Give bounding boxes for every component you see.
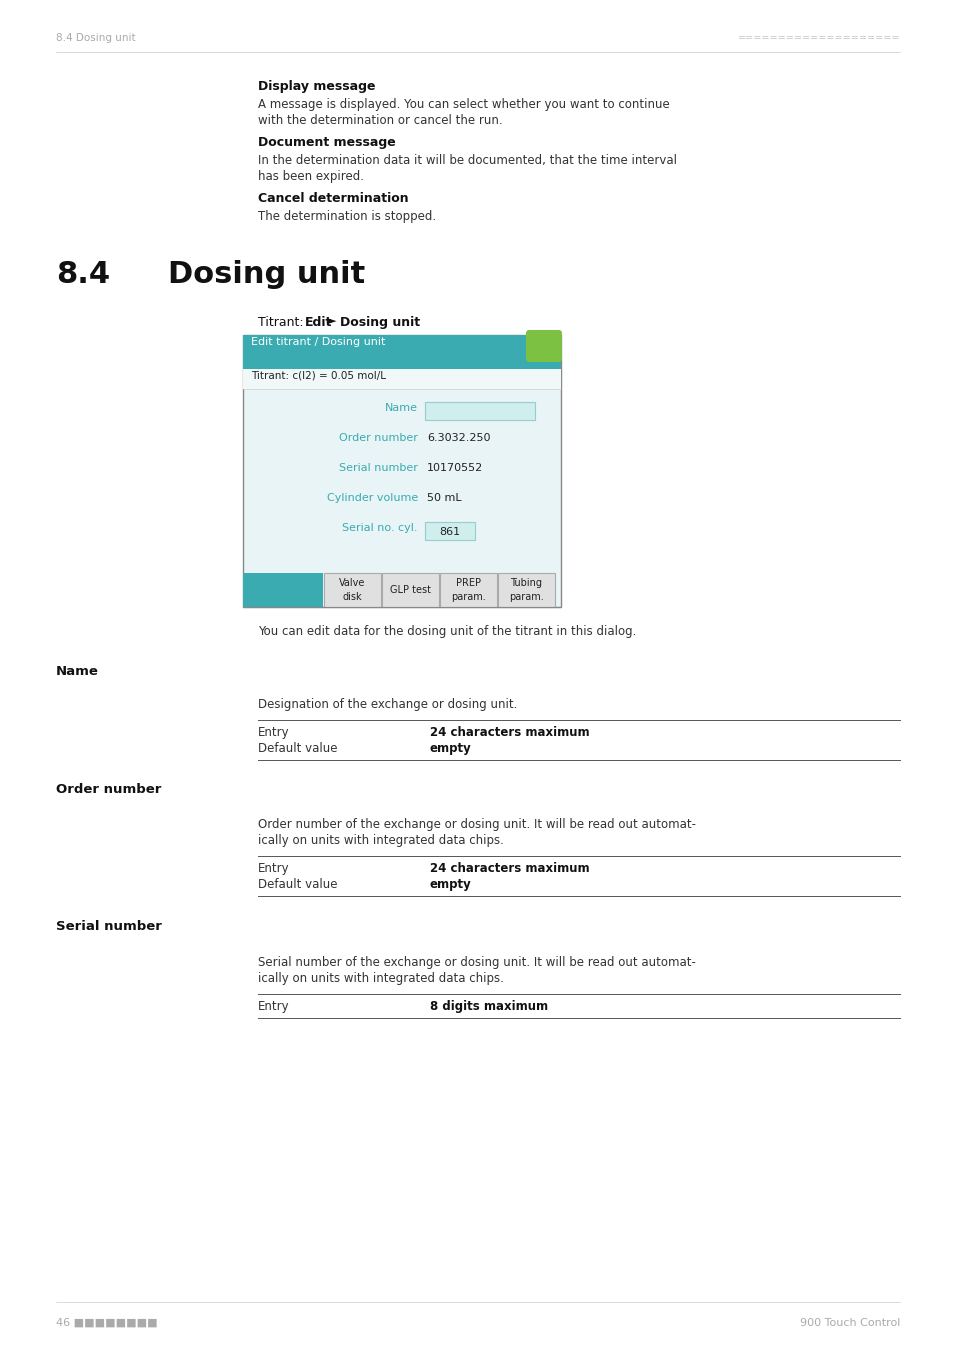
Text: 10170552: 10170552 (427, 463, 483, 472)
Text: Serial number: Serial number (56, 919, 162, 933)
Text: ====================: ==================== (737, 32, 899, 43)
Text: 46 ■■■■■■■■: 46 ■■■■■■■■ (56, 1318, 157, 1328)
Text: Entry: Entry (257, 863, 290, 875)
Text: Default value: Default value (257, 878, 337, 891)
Text: PREP
param.: PREP param. (451, 578, 485, 602)
Text: Titrant:: Titrant: (257, 316, 307, 329)
Text: A message is displayed. You can select whether you want to continue: A message is displayed. You can select w… (257, 99, 669, 111)
Text: Titrant: c(I2) = 0.05 mol/L: Titrant: c(I2) = 0.05 mol/L (251, 371, 386, 381)
Text: Default value: Default value (257, 743, 337, 755)
Text: You can edit data for the dosing unit of the titrant in this dialog.: You can edit data for the dosing unit of… (257, 625, 636, 639)
Text: Serial no. cyl.: Serial no. cyl. (342, 522, 417, 533)
Bar (381, 572, 438, 608)
Text: 861: 861 (439, 526, 460, 537)
Text: 8.4 Dosing unit: 8.4 Dosing unit (56, 32, 135, 43)
Text: Order number of the exchange or dosing unit. It will be read out automat-: Order number of the exchange or dosing u… (257, 818, 696, 832)
Text: has been expired.: has been expired. (257, 170, 364, 184)
Bar (243, 369, 560, 389)
Bar (324, 572, 380, 608)
Text: Order number: Order number (56, 783, 161, 796)
Text: In the determination data it will be documented, that the time interval: In the determination data it will be doc… (257, 154, 677, 167)
Text: Serial number: Serial number (338, 463, 417, 472)
Text: Designation of the exchange or dosing unit.: Designation of the exchange or dosing un… (257, 698, 517, 711)
Text: empty: empty (430, 743, 471, 755)
Text: 8 digits maximum: 8 digits maximum (430, 1000, 548, 1012)
Bar (424, 522, 475, 540)
Bar (497, 572, 555, 608)
Text: 8.4: 8.4 (56, 261, 110, 289)
Text: 900 Touch Control: 900 Touch Control (799, 1318, 899, 1328)
FancyBboxPatch shape (525, 329, 561, 362)
Text: Display message: Display message (257, 80, 375, 93)
Text: ically on units with integrated data chips.: ically on units with integrated data chi… (257, 972, 503, 986)
Text: Serial number of the exchange or dosing unit. It will be read out automat-: Serial number of the exchange or dosing … (257, 956, 695, 969)
Text: Cylinder volume: Cylinder volume (327, 493, 417, 504)
Text: Name: Name (56, 666, 99, 678)
Text: Order number: Order number (338, 433, 417, 443)
Text: ically on units with integrated data chips.: ically on units with integrated data chi… (257, 834, 503, 846)
Text: Dosing unit: Dosing unit (168, 261, 365, 289)
Text: Entry: Entry (257, 1000, 290, 1012)
Text: Dosing unit: Dosing unit (339, 316, 419, 329)
Text: Entry: Entry (257, 726, 290, 738)
Text: 6.3032.250: 6.3032.250 (427, 433, 490, 443)
Text: 24 characters maximum: 24 characters maximum (430, 726, 589, 738)
Text: 24 characters maximum: 24 characters maximum (430, 863, 589, 875)
Text: Edit titrant / Dosing unit: Edit titrant / Dosing unit (251, 338, 385, 347)
Text: Name: Name (385, 404, 417, 413)
Text: Valve
disk: Valve disk (339, 578, 365, 602)
Bar (424, 402, 535, 420)
Text: The determination is stopped.: The determination is stopped. (257, 211, 436, 223)
Text: Cancel determination: Cancel determination (257, 192, 408, 205)
Text: ►: ► (328, 316, 336, 325)
Bar (439, 572, 497, 608)
Bar (243, 335, 560, 608)
Text: with the determination or cancel the run.: with the determination or cancel the run… (257, 113, 502, 127)
Bar (243, 572, 323, 608)
Text: 50 mL: 50 mL (427, 493, 461, 504)
Text: empty: empty (430, 878, 471, 891)
Bar (243, 335, 560, 369)
Text: Edit: Edit (305, 316, 332, 329)
Text: Document message: Document message (257, 136, 395, 148)
Text: Tubing
param.: Tubing param. (509, 578, 543, 602)
Text: GLP test: GLP test (390, 585, 431, 595)
